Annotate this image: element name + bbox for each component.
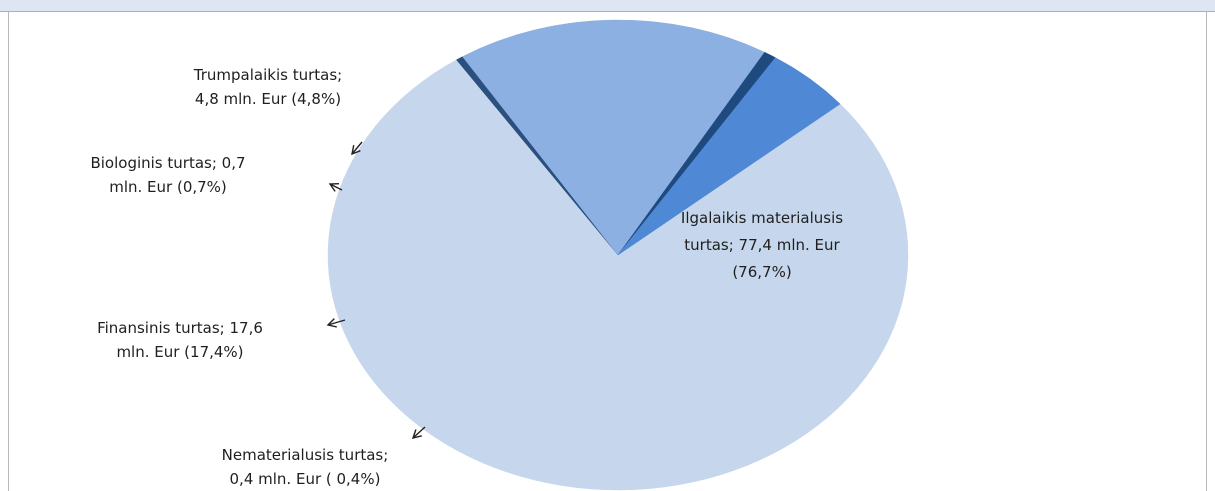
leader-arrow-finansinis	[326, 318, 337, 328]
chart-area-border	[8, 12, 1207, 491]
slice-labels: Ilgalaikis materialusis turtas; 77,4 mln.…	[90, 66, 843, 488]
slice-label-line: 4,8 mln. Eur (4,8%)	[195, 90, 341, 108]
pie-slice-trumpalaikis	[617, 57, 841, 256]
slice-label-line: Nematerialusis turtas;	[222, 446, 389, 464]
slice-label-line: Trumpalaikis turtas;	[193, 66, 342, 84]
slice-label-ilgalaikis: Ilgalaikis materialusis turtas; 77,4 mln.…	[681, 209, 843, 281]
leader-lines	[326, 141, 426, 439]
slice-label-line: Ilgalaikis materialusis	[681, 209, 843, 227]
slice-label-line: 0,4 mln. Eur ( 0,4%)	[230, 470, 381, 488]
slice-label-line: Finansinis turtas; 17,6	[97, 319, 263, 337]
leader-arrow-nematerialusis	[411, 429, 422, 439]
pie-slices	[327, 19, 909, 491]
leader-arrow-trumpalaikis	[351, 145, 361, 156]
leader-line-nematerialusis	[412, 426, 426, 439]
window-top-strip	[0, 0, 1215, 12]
slice-label-line: turtas; 77,4 mln. Eur	[684, 236, 840, 254]
slice-label-nematerialusis: Nematerialusis turtas; 0,4 mln. Eur ( 0,4…	[222, 446, 389, 488]
pie-slice-ilgalaikis	[327, 59, 909, 491]
leader-arrow-biologinis	[328, 182, 340, 192]
slice-label-line: mln. Eur (0,7%)	[109, 178, 227, 196]
slice-label-biologinis: Biologinis turtas; 0,7 mln. Eur (0,7%)	[90, 154, 245, 196]
slice-label-finansinis: Finansinis turtas; 17,6 mln. Eur (17,4%)	[97, 319, 263, 361]
slice-label-line: Biologinis turtas; 0,7	[90, 154, 245, 172]
leader-line-trumpalaikis	[351, 141, 363, 155]
leader-line-biologinis	[329, 183, 343, 191]
slice-label-trumpalaikis: Trumpalaikis turtas; 4,8 mln. Eur (4,8%)	[193, 66, 342, 108]
leader-line-finansinis	[327, 319, 346, 326]
pie-slice-finansinis	[462, 19, 766, 256]
slice-label-line: mln. Eur (17,4%)	[116, 343, 243, 361]
slice-label-line: (76,7%)	[732, 263, 791, 281]
